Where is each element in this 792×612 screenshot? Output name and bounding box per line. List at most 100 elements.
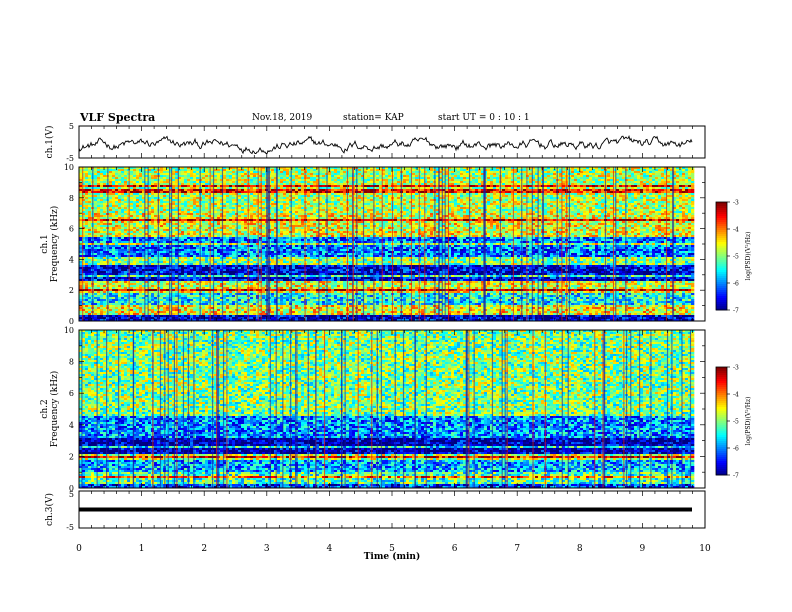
spectrogram-cell bbox=[562, 197, 565, 199]
spectrogram-cell bbox=[676, 173, 679, 175]
spectrogram-cell bbox=[214, 177, 217, 179]
spectrogram-cell bbox=[328, 189, 331, 191]
spectrogram-cell bbox=[241, 177, 244, 179]
spectrogram-cell bbox=[487, 177, 490, 179]
spectrogram-cell bbox=[328, 177, 331, 179]
spectrogram-cell bbox=[364, 187, 367, 189]
spectrogram-cell bbox=[298, 185, 301, 187]
spectrogram-cell bbox=[628, 173, 631, 175]
spectrogram-cell bbox=[358, 185, 361, 187]
spectrogram-cell bbox=[241, 187, 244, 189]
spectrogram-cell bbox=[112, 191, 115, 193]
spectrogram-cell bbox=[598, 171, 601, 173]
spectrogram-cell bbox=[502, 189, 505, 191]
spectrogram-cell bbox=[154, 173, 157, 175]
spectrogram-cell bbox=[562, 191, 565, 193]
spectrogram-cell bbox=[181, 197, 184, 199]
spectrogram-cell bbox=[466, 179, 469, 181]
spectrogram-cell bbox=[490, 179, 493, 181]
spectrogram-cell bbox=[592, 191, 595, 193]
spectrogram-cell bbox=[688, 191, 691, 193]
spectrogram-cell bbox=[592, 187, 595, 189]
spectrogram-cell bbox=[661, 187, 664, 189]
spectrogram-cell bbox=[313, 177, 316, 179]
spectrogram-cell bbox=[253, 173, 256, 175]
spectrogram-cell bbox=[463, 175, 466, 177]
spectrogram-cell bbox=[259, 175, 262, 177]
spectrogram-cell bbox=[181, 175, 184, 177]
spectrogram-cell bbox=[334, 187, 337, 189]
spectrogram-cell bbox=[631, 177, 634, 179]
spectrogram-cell bbox=[667, 173, 670, 175]
spectrogram-cell bbox=[586, 177, 589, 179]
spectrogram-cell bbox=[151, 193, 154, 195]
spectrogram-cell bbox=[286, 171, 289, 173]
spectrogram-cell bbox=[328, 193, 331, 195]
spectrogram-cell bbox=[412, 183, 415, 185]
spectrogram-cell bbox=[394, 185, 397, 187]
spectrogram-cell bbox=[628, 197, 631, 199]
spectrogram-cell bbox=[628, 179, 631, 181]
spectrogram-cell bbox=[679, 187, 682, 189]
spectrogram-cell bbox=[388, 169, 391, 171]
ch1-waveform-line bbox=[79, 136, 692, 153]
spectrogram-cell bbox=[334, 181, 337, 183]
spectrogram-cell bbox=[592, 175, 595, 177]
spectrogram-cell bbox=[118, 185, 121, 187]
spectrogram-cell bbox=[649, 195, 652, 197]
spectrogram-cell bbox=[616, 183, 619, 185]
spectrogram-cell bbox=[397, 187, 400, 189]
spectrogram-cell bbox=[259, 173, 262, 175]
spectrogram-cell bbox=[226, 177, 229, 179]
spectrogram-cell bbox=[505, 183, 508, 185]
spectrogram-cell bbox=[205, 177, 208, 179]
spectrogram-cell bbox=[295, 193, 298, 195]
spectrogram-cell bbox=[334, 179, 337, 181]
spectrogram-cell bbox=[124, 187, 127, 189]
spectrogram-cell bbox=[508, 197, 511, 199]
spectrogram-cell bbox=[496, 169, 499, 171]
spectrogram-cell bbox=[172, 175, 175, 177]
spectrogram-cell bbox=[454, 185, 457, 187]
spectrogram-cell bbox=[133, 191, 136, 193]
spectrogram-cell bbox=[643, 183, 646, 185]
spectrogram-cell bbox=[631, 195, 634, 197]
spectrogram-cell bbox=[166, 183, 169, 185]
spectrogram-cell bbox=[310, 173, 313, 175]
spectrogram-cell bbox=[502, 175, 505, 177]
spectrogram-cell bbox=[658, 179, 661, 181]
spectrogram-cell bbox=[154, 177, 157, 179]
spectrogram-cell bbox=[253, 195, 256, 197]
spectrogram-cell bbox=[583, 173, 586, 175]
spectrogram-cell bbox=[328, 183, 331, 185]
spectrogram-cell bbox=[286, 179, 289, 181]
spectrogram-cell bbox=[655, 179, 658, 181]
spectrogram-cell bbox=[592, 183, 595, 185]
spectrogram-cell bbox=[658, 191, 661, 193]
spectrogram-cell bbox=[385, 191, 388, 193]
spectrogram-cell bbox=[256, 197, 259, 199]
spectrogram-cell bbox=[397, 195, 400, 197]
spectrogram-cell bbox=[586, 169, 589, 171]
spectrogram-cell bbox=[124, 191, 127, 193]
spectrogram-cell bbox=[295, 177, 298, 179]
spectrogram-cell bbox=[133, 185, 136, 187]
spectrogram-cell bbox=[337, 191, 340, 193]
spectrogram-cell bbox=[139, 197, 142, 199]
spectrogram-cell bbox=[691, 187, 694, 189]
spectrogram-cell bbox=[163, 179, 166, 181]
spectrogram-cell bbox=[250, 171, 253, 173]
spectrogram-cell bbox=[643, 197, 646, 199]
spectrogram-cell bbox=[634, 193, 637, 195]
spectrogram-cell bbox=[232, 197, 235, 199]
spectrogram-cell bbox=[487, 173, 490, 175]
spectrogram-cell bbox=[139, 193, 142, 195]
spectrogram-cell bbox=[523, 175, 526, 177]
spectrogram-cell bbox=[571, 183, 574, 185]
spectrogram-cell bbox=[136, 169, 139, 171]
spectrogram-cell bbox=[136, 199, 139, 201]
spectrogram-cell bbox=[544, 187, 547, 189]
spectrogram-cell bbox=[589, 173, 592, 175]
spectrogram-cell bbox=[562, 189, 565, 191]
spectrogram-cell bbox=[460, 187, 463, 189]
